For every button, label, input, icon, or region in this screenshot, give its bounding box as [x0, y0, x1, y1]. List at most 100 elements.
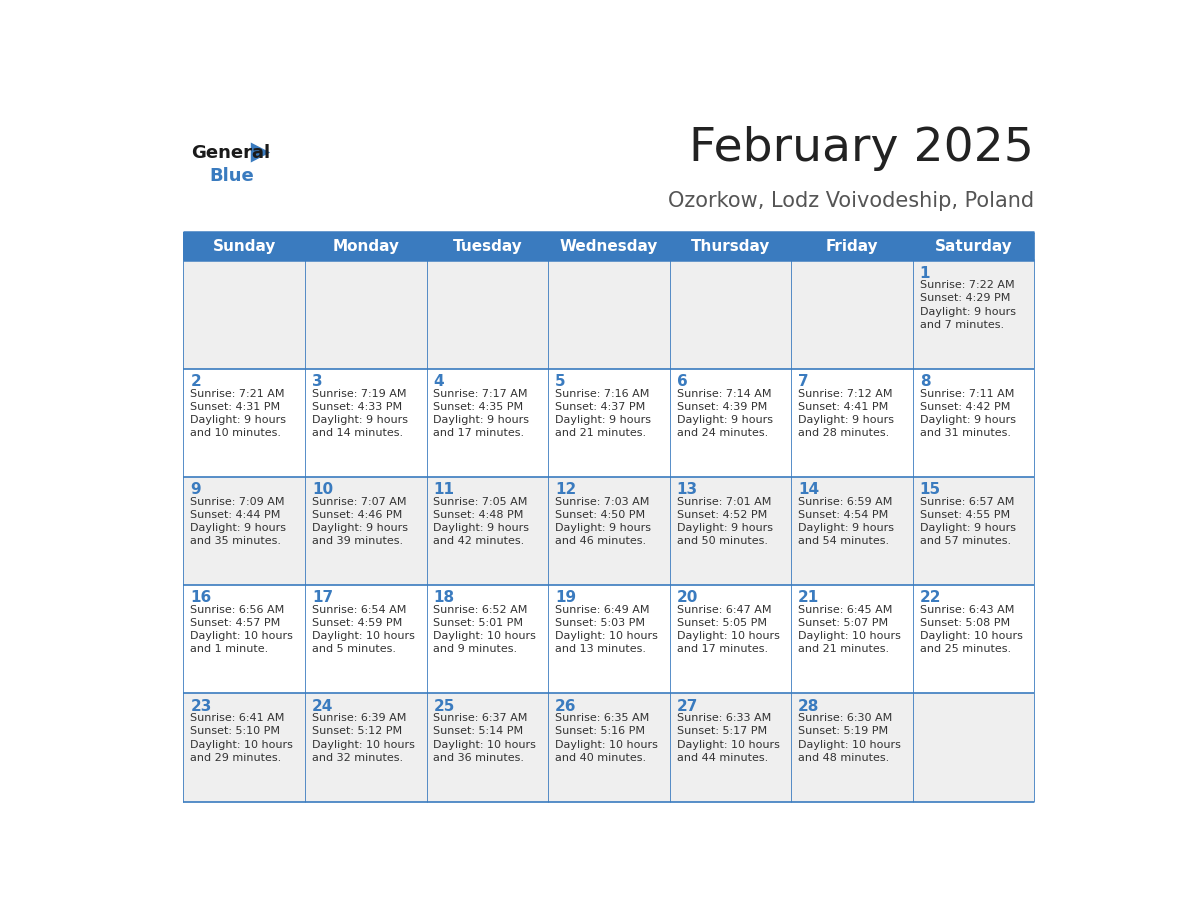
Text: Sunrise: 7:09 AM: Sunrise: 7:09 AM [190, 497, 285, 507]
Text: Sunrise: 6:49 AM: Sunrise: 6:49 AM [555, 605, 650, 615]
Text: Sunrise: 6:56 AM: Sunrise: 6:56 AM [190, 605, 285, 615]
Text: Sunset: 5:08 PM: Sunset: 5:08 PM [920, 618, 1010, 628]
Bar [670, 368, 791, 476]
Text: Daylight: 9 hours: Daylight: 9 hours [312, 523, 407, 533]
Text: and 13 minutes.: and 13 minutes. [555, 644, 646, 655]
Text: and 9 minutes.: and 9 minutes. [434, 644, 518, 655]
Text: Sunset: 4:42 PM: Sunset: 4:42 PM [920, 402, 1010, 411]
Bar [791, 368, 912, 476]
Text: Blue: Blue [210, 166, 254, 185]
Bar [670, 585, 791, 693]
Text: Sunset: 5:17 PM: Sunset: 5:17 PM [677, 726, 766, 736]
Text: 21: 21 [798, 590, 820, 606]
Text: 3: 3 [312, 374, 322, 389]
Text: and 57 minutes.: and 57 minutes. [920, 536, 1011, 546]
Text: Sunrise: 6:45 AM: Sunrise: 6:45 AM [798, 605, 892, 615]
Bar [548, 693, 670, 801]
Text: and 21 minutes.: and 21 minutes. [798, 644, 890, 655]
Bar [912, 585, 1035, 693]
Text: Ozorkow, Lodz Voivodeship, Poland: Ozorkow, Lodz Voivodeship, Poland [668, 191, 1035, 211]
Text: and 29 minutes.: and 29 minutes. [190, 753, 282, 763]
Text: Daylight: 10 hours: Daylight: 10 hours [190, 740, 293, 750]
Text: Daylight: 10 hours: Daylight: 10 hours [677, 740, 779, 750]
Bar [426, 261, 548, 368]
Text: Sunrise: 6:52 AM: Sunrise: 6:52 AM [434, 605, 527, 615]
Text: Sunset: 4:54 PM: Sunset: 4:54 PM [798, 509, 889, 520]
Text: Sunrise: 6:57 AM: Sunrise: 6:57 AM [920, 497, 1015, 507]
Text: and 50 minutes.: and 50 minutes. [677, 536, 767, 546]
Text: Sunrise: 7:12 AM: Sunrise: 7:12 AM [798, 388, 892, 398]
Text: 7: 7 [798, 374, 809, 389]
Text: Daylight: 9 hours: Daylight: 9 hours [190, 523, 286, 533]
Text: 18: 18 [434, 590, 455, 606]
Bar [548, 232, 670, 261]
Text: 11: 11 [434, 482, 455, 498]
Text: Sunset: 5:14 PM: Sunset: 5:14 PM [434, 726, 524, 736]
Text: and 31 minutes.: and 31 minutes. [920, 428, 1011, 438]
Text: Saturday: Saturday [935, 239, 1012, 253]
Text: Sunset: 4:44 PM: Sunset: 4:44 PM [190, 509, 280, 520]
Text: Daylight: 10 hours: Daylight: 10 hours [798, 632, 901, 642]
Text: 20: 20 [677, 590, 699, 606]
Text: Sunset: 5:19 PM: Sunset: 5:19 PM [798, 726, 889, 736]
Text: Sunset: 4:39 PM: Sunset: 4:39 PM [677, 402, 767, 411]
Text: Sunrise: 7:05 AM: Sunrise: 7:05 AM [434, 497, 527, 507]
Text: 16: 16 [190, 590, 211, 606]
Bar [183, 693, 305, 801]
Text: and 17 minutes.: and 17 minutes. [677, 644, 767, 655]
Text: Monday: Monday [333, 239, 399, 253]
Bar [183, 585, 305, 693]
Text: Daylight: 10 hours: Daylight: 10 hours [798, 740, 901, 750]
Text: 12: 12 [555, 482, 576, 498]
Bar [548, 261, 670, 368]
Text: Sunrise: 6:47 AM: Sunrise: 6:47 AM [677, 605, 771, 615]
Bar [305, 476, 426, 585]
Bar [912, 368, 1035, 476]
Text: 26: 26 [555, 699, 576, 714]
Text: Sunrise: 7:11 AM: Sunrise: 7:11 AM [920, 388, 1015, 398]
Text: 1: 1 [920, 265, 930, 281]
Text: Daylight: 9 hours: Daylight: 9 hours [555, 523, 651, 533]
Text: and 24 minutes.: and 24 minutes. [677, 428, 767, 438]
Text: Sunset: 4:33 PM: Sunset: 4:33 PM [312, 402, 402, 411]
Text: Daylight: 9 hours: Daylight: 9 hours [677, 523, 772, 533]
Text: Sunrise: 7:21 AM: Sunrise: 7:21 AM [190, 388, 285, 398]
Text: 22: 22 [920, 590, 941, 606]
Text: Daylight: 9 hours: Daylight: 9 hours [190, 415, 286, 425]
Text: Daylight: 9 hours: Daylight: 9 hours [798, 415, 895, 425]
Text: Sunset: 5:07 PM: Sunset: 5:07 PM [798, 618, 889, 628]
Text: Daylight: 10 hours: Daylight: 10 hours [555, 632, 658, 642]
Text: 28: 28 [798, 699, 820, 714]
Text: Daylight: 9 hours: Daylight: 9 hours [677, 415, 772, 425]
Text: Sunrise: 6:39 AM: Sunrise: 6:39 AM [312, 713, 406, 723]
Bar [548, 476, 670, 585]
Text: Wednesday: Wednesday [560, 239, 658, 253]
Text: Sunset: 5:05 PM: Sunset: 5:05 PM [677, 618, 766, 628]
Text: 25: 25 [434, 699, 455, 714]
Text: Daylight: 9 hours: Daylight: 9 hours [920, 415, 1016, 425]
Text: General: General [191, 143, 270, 162]
Text: Tuesday: Tuesday [453, 239, 523, 253]
Bar [791, 693, 912, 801]
Bar [183, 232, 305, 261]
Text: and 5 minutes.: and 5 minutes. [312, 644, 396, 655]
Bar [791, 261, 912, 368]
Text: 5: 5 [555, 374, 565, 389]
Text: Daylight: 9 hours: Daylight: 9 hours [434, 523, 530, 533]
Bar [670, 693, 791, 801]
Text: Sunday: Sunday [213, 239, 276, 253]
Text: Sunset: 4:46 PM: Sunset: 4:46 PM [312, 509, 403, 520]
Text: Daylight: 10 hours: Daylight: 10 hours [312, 632, 415, 642]
Bar [548, 585, 670, 693]
Text: Daylight: 9 hours: Daylight: 9 hours [434, 415, 530, 425]
Text: Daylight: 10 hours: Daylight: 10 hours [434, 740, 536, 750]
Text: Sunset: 4:41 PM: Sunset: 4:41 PM [798, 402, 889, 411]
Text: Sunset: 5:12 PM: Sunset: 5:12 PM [312, 726, 402, 736]
Text: Sunset: 4:57 PM: Sunset: 4:57 PM [190, 618, 280, 628]
Text: Sunrise: 7:07 AM: Sunrise: 7:07 AM [312, 497, 406, 507]
Text: 23: 23 [190, 699, 211, 714]
Text: and 46 minutes.: and 46 minutes. [555, 536, 646, 546]
Text: Sunrise: 6:30 AM: Sunrise: 6:30 AM [798, 713, 892, 723]
Text: Sunrise: 6:54 AM: Sunrise: 6:54 AM [312, 605, 406, 615]
Text: Sunrise: 6:35 AM: Sunrise: 6:35 AM [555, 713, 650, 723]
